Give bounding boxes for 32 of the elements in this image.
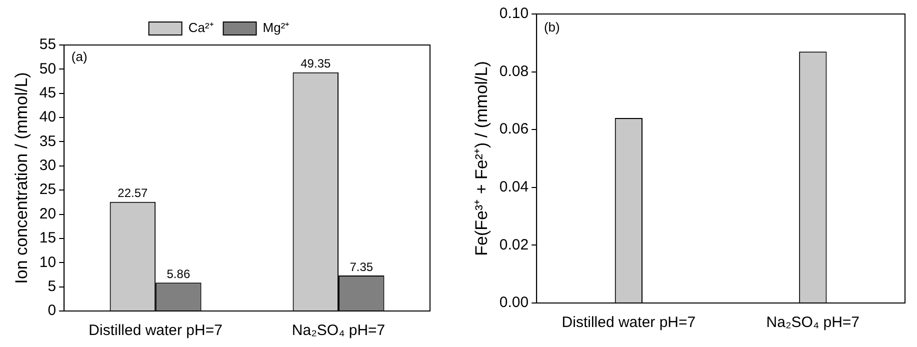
y-tick-label: 0.00: [499, 294, 529, 312]
legend-label: Mg²⁺: [262, 20, 290, 36]
y-tick-label: 15: [39, 230, 56, 247]
y-axis-title: Fe(Fe³⁺ + Fe²⁺) / (mmol/L): [472, 61, 491, 256]
y-tick-label: 0: [48, 302, 56, 320]
data-label: 7.35: [350, 260, 374, 274]
y-tick-label: 50: [39, 60, 56, 78]
y-tick-label: 10: [39, 254, 56, 271]
y-axis-title: Ion concentration / (mmol/L): [12, 72, 31, 284]
y-tick-label: 45: [39, 84, 56, 102]
data-label: 22.57: [118, 186, 148, 200]
x-tick-label: Na₂SO₄ pH=7: [292, 322, 386, 340]
annotation: (b): [544, 19, 560, 34]
y-tick-label: 0.10: [499, 5, 529, 22]
x-tick-label: Na₂SO₄ pH=7: [766, 314, 860, 332]
y-tick-label: 0.02: [499, 236, 529, 254]
legend-label: Ca²⁺: [188, 20, 214, 36]
x-tick-label: Distilled water pH=7: [562, 314, 696, 332]
y-tick-label: 35: [39, 132, 56, 150]
data-label: 5.86: [166, 266, 190, 281]
data-label: 49.35: [300, 56, 331, 71]
y-tick-label: 25: [39, 181, 56, 198]
y-tick-label: 0.08: [499, 62, 529, 80]
y-tick-label: 30: [39, 157, 56, 174]
y-tick-label: 55: [39, 36, 56, 54]
y-tick-label: 0.06: [499, 120, 529, 138]
annotation: (a): [71, 49, 88, 64]
y-tick-label: 5: [48, 278, 56, 295]
y-tick-label: 40: [39, 108, 56, 126]
y-tick-label: 20: [39, 205, 56, 222]
x-tick-label: Distilled water pH=7: [88, 322, 222, 340]
y-tick-label: 0.04: [499, 178, 529, 196]
